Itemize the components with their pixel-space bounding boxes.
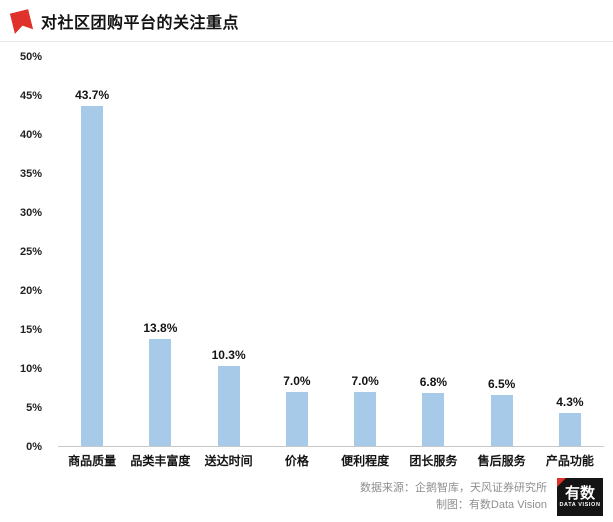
bar bbox=[285, 391, 308, 446]
bar-group: 6.8% bbox=[399, 57, 467, 446]
logo-name: 有数 bbox=[564, 484, 595, 502]
y-tick-label: 45% bbox=[19, 90, 42, 102]
bar bbox=[354, 391, 377, 446]
plot-area: 43.7% 13.8% 10.3% 7.0% 7.0% 6.8% 6.5% 4.3% bbox=[58, 57, 604, 447]
category-label: 品类丰富度 bbox=[130, 454, 191, 468]
x-axis-labels: 商品质量 品类丰富度 送达时间 价格 便利程度 团长服务 售后服务 产品功能 bbox=[58, 452, 604, 469]
bar-group: 43.7% bbox=[58, 57, 126, 446]
bar-group: 7.0% bbox=[331, 57, 399, 446]
bar-value-label: 4.3% bbox=[556, 394, 584, 409]
bar-group: 4.3% bbox=[536, 57, 604, 446]
bar bbox=[81, 106, 104, 446]
bar bbox=[490, 395, 513, 446]
header-divider bbox=[0, 41, 613, 42]
y-tick-label: 10% bbox=[19, 363, 42, 375]
bar-group: 13.8% bbox=[126, 57, 194, 446]
bar-group: 6.5% bbox=[468, 57, 536, 446]
y-tick-label: 40% bbox=[19, 129, 42, 141]
category-label: 产品功能 bbox=[545, 454, 594, 468]
footer-text: 数据来源：企鹅智库，天风证券研究所 制图：有数Data Vision bbox=[360, 480, 547, 514]
bar-group: 7.0% bbox=[263, 57, 331, 446]
y-tick-label: 15% bbox=[19, 324, 42, 336]
youshu-logo: 有数 DATA VISION bbox=[557, 478, 603, 516]
bookmark-flag-icon bbox=[10, 9, 34, 34]
category-label: 商品质量 bbox=[68, 454, 117, 468]
credit-text: 制图：有数Data Vision bbox=[435, 499, 547, 511]
bar bbox=[217, 365, 240, 446]
bar-value-label: 6.5% bbox=[487, 377, 516, 392]
bar-group: 10.3% bbox=[195, 57, 263, 446]
chart-header: 对社区团购平台的关注重点 bbox=[12, 9, 239, 33]
bar bbox=[422, 393, 445, 446]
bars-row: 43.7% 13.8% 10.3% 7.0% 7.0% 6.8% 6.5% 4.3% bbox=[58, 57, 604, 446]
y-tick-label: 20% bbox=[19, 285, 42, 297]
y-tick-label: 0% bbox=[26, 441, 42, 453]
bar-chart: 0% 5% 10% 15% 20% 25% 30% 35% 40% 45% 50% 43.7% 13.… bbox=[0, 51, 613, 453]
bar-value-label: 6.8% bbox=[419, 375, 448, 390]
category-label: 送达时间 bbox=[204, 454, 253, 468]
y-tick-label: 5% bbox=[26, 402, 42, 414]
data-source-text: 数据来源：企鹅智库，天风证券研究所 bbox=[360, 481, 547, 494]
category-label: 售后服务 bbox=[477, 454, 526, 468]
y-tick-label: 50% bbox=[19, 51, 42, 63]
category-label: 便利程度 bbox=[341, 454, 390, 468]
y-tick-label: 25% bbox=[19, 246, 42, 258]
bar bbox=[558, 412, 581, 446]
page-title: 对社区团购平台的关注重点 bbox=[41, 15, 240, 32]
bar bbox=[149, 338, 172, 446]
chart-footer: 数据来源：企鹅智库，天风证券研究所 制图：有数Data Vision 有数 DA… bbox=[360, 478, 603, 516]
y-tick-label: 35% bbox=[19, 168, 42, 180]
bar-value-label: 13.8% bbox=[143, 320, 178, 335]
logo-corner-accent bbox=[557, 478, 566, 487]
logo-subtitle: DATA VISION bbox=[559, 502, 601, 509]
category-label: 价格 bbox=[284, 454, 309, 468]
y-tick-label: 30% bbox=[19, 207, 42, 219]
bar-value-label: 7.0% bbox=[283, 373, 311, 388]
bar-value-label: 7.0% bbox=[351, 373, 379, 388]
y-axis: 0% 5% 10% 15% 20% 25% 30% 35% 40% 45% 50% bbox=[0, 51, 50, 453]
category-label: 团长服务 bbox=[409, 454, 458, 468]
bar-value-label: 43.7% bbox=[75, 88, 110, 103]
bar-value-label: 10.3% bbox=[211, 347, 246, 362]
